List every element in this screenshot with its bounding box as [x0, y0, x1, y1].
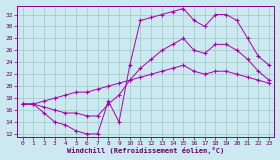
- X-axis label: Windchill (Refroidissement éolien,°C): Windchill (Refroidissement éolien,°C): [67, 148, 225, 154]
